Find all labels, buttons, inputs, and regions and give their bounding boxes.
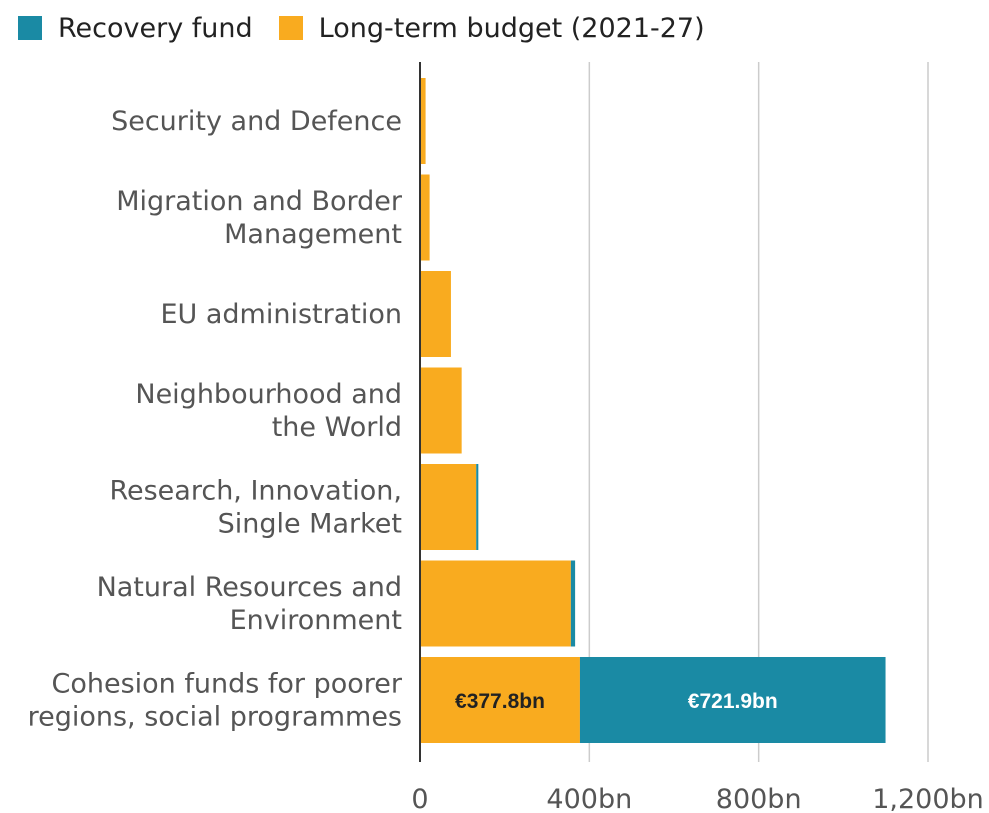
x-tick-label-0: 0 (411, 784, 428, 813)
legend-label-recovery-fund: Recovery fund (58, 12, 253, 44)
category-label-3: Neighbourhood and the World (135, 379, 402, 443)
x-tick-label-2: 800bn (716, 784, 802, 813)
category-label-5-line-0: Natural Resources and (97, 572, 402, 603)
bar-6-series-0 (420, 657, 580, 743)
category-label-3-line-1: the World (272, 412, 402, 443)
category-label-2: EU administration (160, 299, 402, 330)
bar-4-series-0 (420, 464, 477, 550)
category-label-5-line-1: Environment (230, 605, 402, 636)
bar-5-series-1 (570, 560, 576, 647)
category-label-4: Research, Innovation, Single Market (109, 476, 402, 540)
category-label-3-line-0: Neighbourhood and (135, 379, 402, 410)
category-label-1-line-1: Management (224, 219, 402, 250)
category-label-2-line-0: EU administration (160, 299, 402, 330)
category-label-0: Security and Defence (111, 106, 402, 137)
x-tick-label-3: 1,200bn (872, 784, 984, 813)
category-label-6-line-0: Cohesion funds for poorer (52, 669, 403, 700)
category-label-1: Migration and Border Management (116, 186, 403, 250)
legend-item-recovery-fund: Recovery fund (18, 13, 253, 44)
legend-swatch-recovery-fund (18, 16, 42, 40)
bar-2-series-0 (420, 271, 451, 357)
category-label-4-line-1: Single Market (218, 509, 402, 540)
bar-6-series-1 (579, 657, 886, 743)
legend-label-long-term-budget: Long-term budget (2021-27) (318, 12, 705, 44)
legend-item-long-term-budget: Long-term budget (2021-27) (278, 12, 705, 44)
category-label-4-line-0: Research, Innovation, (109, 476, 402, 507)
bar-0-series-0 (420, 78, 426, 164)
data-label-1: €721.9bn (688, 690, 778, 713)
category-label-6-line-1: regions, social programmes (28, 702, 402, 733)
chart-legend: Recovery fund Long-term budget (2021-27) (18, 8, 731, 48)
x-tick-label-1: 400bn (546, 784, 632, 813)
bar-5-series-0 (420, 560, 571, 647)
legend-swatch-long-term-budget (278, 16, 303, 40)
category-label-0-line-0: Security and Defence (111, 106, 402, 137)
data-label-0: €377.8bn (455, 690, 545, 713)
category-label-5: Natural Resources and Environment (97, 572, 402, 636)
bar-3-series-0 (420, 367, 462, 454)
bar-4-series-1 (476, 464, 479, 550)
category-label-1-line-0: Migration and Border (116, 186, 403, 217)
bar-1-series-0 (420, 174, 430, 261)
category-label-6: Cohesion funds for poorer regions, social… (28, 669, 403, 733)
